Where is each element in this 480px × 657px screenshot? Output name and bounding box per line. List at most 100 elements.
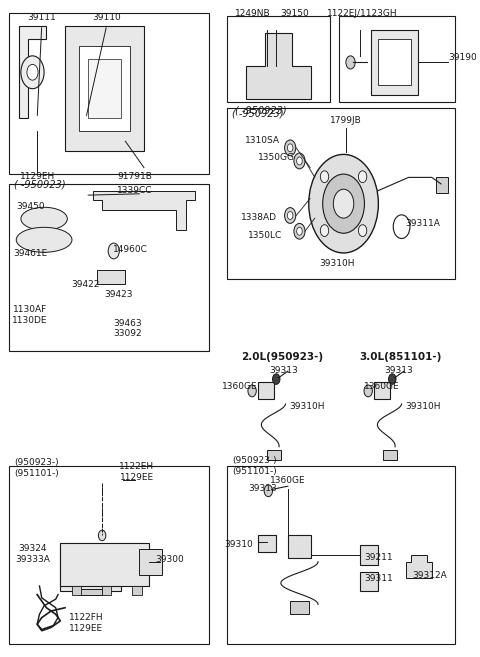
Bar bbox=[372, 30, 418, 95]
Text: 39310: 39310 bbox=[225, 539, 253, 549]
Text: (950923-)
(951101-): (950923-) (951101-) bbox=[232, 456, 277, 476]
Text: 1360GE: 1360GE bbox=[222, 382, 258, 391]
Bar bbox=[267, 450, 281, 460]
Circle shape bbox=[359, 171, 367, 183]
Text: 91791B: 91791B bbox=[117, 172, 152, 181]
Text: 39312A: 39312A bbox=[412, 571, 447, 580]
Text: 14960C: 14960C bbox=[112, 244, 147, 254]
Bar bbox=[9, 184, 209, 351]
Circle shape bbox=[294, 223, 305, 239]
Text: 1338AD: 1338AD bbox=[241, 213, 277, 222]
Circle shape bbox=[288, 212, 293, 219]
Bar bbox=[79, 46, 130, 131]
Polygon shape bbox=[93, 191, 195, 230]
Text: 1122EJ/1123GH: 1122EJ/1123GH bbox=[327, 9, 397, 18]
Bar bbox=[258, 535, 276, 552]
Circle shape bbox=[285, 208, 296, 223]
Text: 39313: 39313 bbox=[384, 366, 413, 375]
Text: 39310H: 39310H bbox=[319, 259, 354, 268]
Text: 3.0L(851101-): 3.0L(851101-) bbox=[360, 352, 442, 362]
Bar bbox=[228, 466, 455, 644]
Circle shape bbox=[27, 64, 38, 80]
Text: 1310SA: 1310SA bbox=[245, 135, 280, 145]
Text: 39423: 39423 bbox=[104, 290, 132, 299]
Text: 39311A: 39311A bbox=[405, 219, 440, 228]
Text: ( -950923): ( -950923) bbox=[235, 105, 287, 115]
Circle shape bbox=[320, 225, 329, 237]
Bar bbox=[339, 16, 455, 102]
Text: 39150: 39150 bbox=[280, 9, 309, 18]
Circle shape bbox=[21, 56, 44, 89]
Bar bbox=[360, 572, 378, 591]
Circle shape bbox=[359, 225, 367, 237]
Bar bbox=[288, 535, 311, 558]
Circle shape bbox=[364, 385, 372, 397]
Text: 39422: 39422 bbox=[72, 280, 100, 289]
Text: 39211: 39211 bbox=[364, 553, 393, 562]
Bar bbox=[374, 382, 390, 399]
Text: 39450: 39450 bbox=[16, 202, 45, 211]
Circle shape bbox=[285, 140, 296, 156]
Bar bbox=[436, 177, 448, 193]
Text: 1350GG: 1350GG bbox=[258, 153, 295, 162]
Bar bbox=[360, 545, 378, 565]
Bar bbox=[139, 549, 163, 575]
Bar bbox=[290, 601, 309, 614]
Text: 39110: 39110 bbox=[93, 13, 121, 22]
Bar bbox=[9, 13, 209, 174]
Text: ( -950923): ( -950923) bbox=[232, 109, 284, 119]
Circle shape bbox=[297, 157, 302, 165]
Bar bbox=[88, 59, 120, 118]
Bar bbox=[102, 586, 111, 595]
Bar bbox=[228, 108, 455, 279]
Text: 39313: 39313 bbox=[248, 484, 276, 493]
Text: 1339CC: 1339CC bbox=[117, 186, 152, 195]
Ellipse shape bbox=[21, 208, 67, 230]
Text: 1122EH
1129EE: 1122EH 1129EE bbox=[120, 463, 155, 482]
Text: 39310H: 39310H bbox=[289, 401, 325, 411]
Text: ( -950923): ( -950923) bbox=[14, 179, 66, 189]
Bar bbox=[9, 466, 209, 644]
FancyBboxPatch shape bbox=[65, 26, 144, 151]
Bar bbox=[72, 586, 81, 595]
Text: 1350LC: 1350LC bbox=[249, 231, 283, 240]
Text: 1360GE: 1360GE bbox=[270, 476, 306, 485]
Circle shape bbox=[320, 171, 329, 183]
Text: 39310H: 39310H bbox=[406, 401, 441, 411]
Circle shape bbox=[297, 227, 302, 235]
Bar bbox=[60, 543, 149, 586]
Text: 1360GE: 1360GE bbox=[364, 382, 399, 391]
Circle shape bbox=[264, 485, 273, 497]
Ellipse shape bbox=[16, 227, 72, 252]
Circle shape bbox=[288, 144, 293, 152]
Bar bbox=[97, 270, 125, 284]
Text: 39300: 39300 bbox=[155, 555, 184, 564]
Text: 1249NB: 1249NB bbox=[235, 9, 271, 18]
Polygon shape bbox=[19, 26, 47, 118]
Bar bbox=[228, 16, 330, 102]
Circle shape bbox=[323, 174, 364, 233]
Text: 39461E: 39461E bbox=[13, 249, 48, 258]
Bar bbox=[378, 39, 411, 85]
Text: 1129EH: 1129EH bbox=[20, 172, 55, 181]
Circle shape bbox=[393, 215, 410, 238]
Text: 1130AF
1130DE: 1130AF 1130DE bbox=[12, 306, 48, 325]
Text: 39111: 39111 bbox=[27, 13, 56, 22]
Circle shape bbox=[108, 243, 120, 259]
Circle shape bbox=[309, 154, 378, 253]
Bar bbox=[79, 589, 102, 595]
Polygon shape bbox=[246, 33, 311, 99]
Circle shape bbox=[98, 530, 106, 541]
Text: 39324
39333A: 39324 39333A bbox=[15, 545, 50, 564]
Circle shape bbox=[294, 153, 305, 169]
Text: 1122FH
1129EE: 1122FH 1129EE bbox=[69, 614, 103, 633]
Circle shape bbox=[333, 189, 354, 218]
Bar bbox=[258, 382, 274, 399]
Bar bbox=[60, 545, 120, 591]
Circle shape bbox=[389, 374, 396, 384]
Circle shape bbox=[248, 385, 256, 397]
Circle shape bbox=[346, 56, 355, 69]
Text: 39463
33092: 39463 33092 bbox=[113, 319, 142, 338]
Text: 39190: 39190 bbox=[448, 53, 477, 62]
Text: 2.0L(950923-): 2.0L(950923-) bbox=[241, 352, 324, 362]
